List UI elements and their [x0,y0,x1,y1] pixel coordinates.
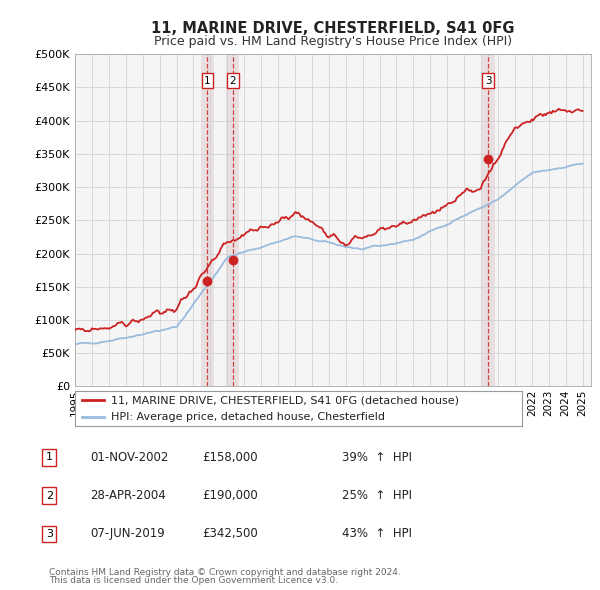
Text: 2: 2 [46,491,53,500]
Text: 39%  ↑  HPI: 39% ↑ HPI [342,451,412,464]
Text: £190,000: £190,000 [202,489,258,502]
Text: Price paid vs. HM Land Registry's House Price Index (HPI): Price paid vs. HM Land Registry's House … [154,35,512,48]
Text: 43%  ↑  HPI: 43% ↑ HPI [342,527,412,540]
Text: 25%  ↑  HPI: 25% ↑ HPI [342,489,412,502]
Text: 11, MARINE DRIVE, CHESTERFIELD, S41 0FG: 11, MARINE DRIVE, CHESTERFIELD, S41 0FG [151,21,515,36]
Bar [226,54,239,386]
Text: 3: 3 [46,529,53,539]
Text: £158,000: £158,000 [202,451,258,464]
Text: Contains HM Land Registry data © Crown copyright and database right 2024.: Contains HM Land Registry data © Crown c… [49,568,401,577]
Bar [201,54,214,386]
Text: 2: 2 [229,76,236,86]
Text: £342,500: £342,500 [202,527,258,540]
Text: 3: 3 [485,76,491,86]
Text: 1: 1 [46,453,53,462]
Text: 01-NOV-2002: 01-NOV-2002 [90,451,169,464]
Text: 11, MARINE DRIVE, CHESTERFIELD, S41 0FG (detached house): 11, MARINE DRIVE, CHESTERFIELD, S41 0FG … [111,395,459,405]
Bar [482,54,495,386]
Text: 28-APR-2004: 28-APR-2004 [90,489,166,502]
Text: 07-JUN-2019: 07-JUN-2019 [90,527,165,540]
Text: 1: 1 [204,76,211,86]
Text: HPI: Average price, detached house, Chesterfield: HPI: Average price, detached house, Ches… [111,412,385,422]
Text: This data is licensed under the Open Government Licence v3.0.: This data is licensed under the Open Gov… [49,576,338,585]
